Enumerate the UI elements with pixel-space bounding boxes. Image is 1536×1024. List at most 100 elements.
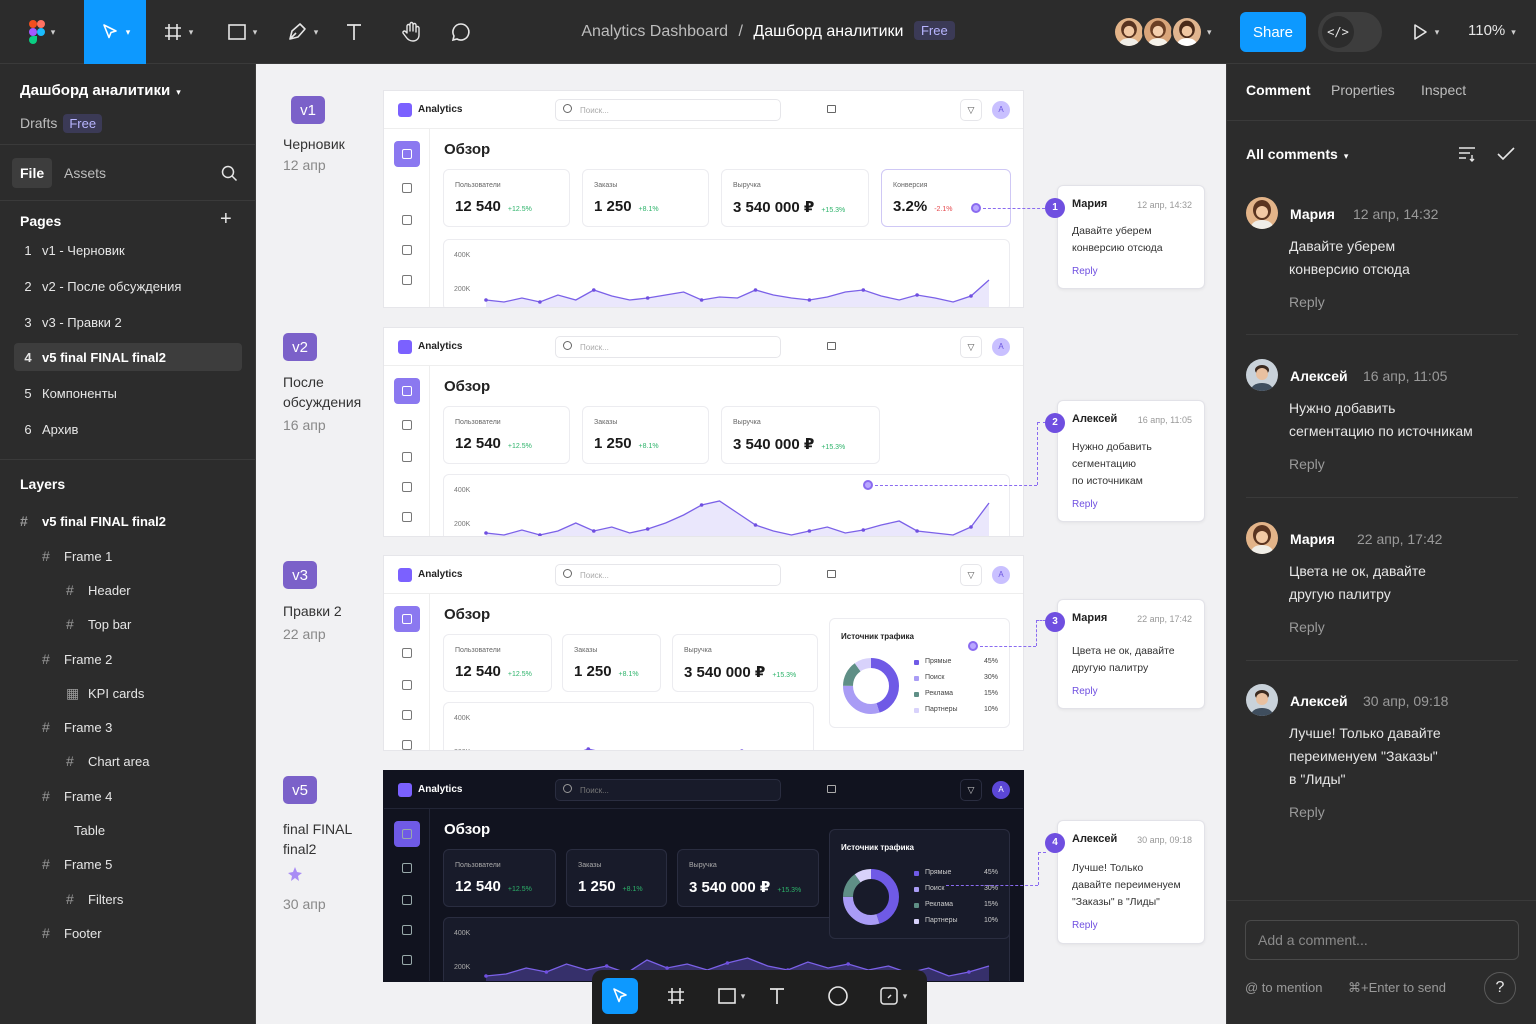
comment-tool-button[interactable]	[441, 0, 481, 64]
mock-nav-home-icon[interactable]	[394, 141, 420, 167]
layer-item[interactable]: # Filters	[66, 891, 124, 907]
mock-nav-icon[interactable]	[398, 478, 416, 496]
mock-search-input[interactable]: Поиск...	[555, 564, 781, 586]
layer-item[interactable]: ▦ KPI cards	[66, 684, 145, 701]
page-item[interactable]: 3 v3 - Правки 2	[24, 314, 122, 330]
frame-tool-button[interactable]: ▾	[150, 0, 206, 64]
layer-item[interactable]: # Frame 4	[42, 788, 113, 804]
tab-comment[interactable]: Comment	[1246, 82, 1311, 98]
mock-nav-home-icon[interactable]	[394, 606, 420, 632]
text-tool-button[interactable]	[759, 978, 795, 1014]
plan-badge[interactable]: Free	[913, 21, 955, 40]
share-button[interactable]: Share	[1240, 12, 1306, 52]
plan-badge[interactable]: Free	[63, 114, 103, 133]
check-icon[interactable]	[1497, 146, 1515, 162]
comment-pin[interactable]: 1 Мария 12 апр, 14:32 Давайте уберем конв…	[1045, 185, 1205, 289]
frame-tool-button[interactable]	[658, 978, 694, 1014]
dev-mode-toggle[interactable]: </>	[1318, 12, 1382, 52]
mock-filter-icon[interactable]: ▽	[960, 99, 982, 121]
multiplayer-avatars[interactable]: ▾	[1113, 16, 1212, 48]
layer-item[interactable]: # Chart area	[66, 753, 150, 769]
layer-item[interactable]: # v5 final FINAL final2	[20, 513, 167, 529]
mock-user-avatar[interactable]: A	[992, 338, 1010, 356]
present-button[interactable]: ▾	[1400, 0, 1450, 64]
kpi-card[interactable]: Заказы 1 250 +8.1%	[582, 169, 709, 227]
mock-nav-icon[interactable]	[398, 951, 416, 969]
kpi-card[interactable]: Выручка 3 540 000 ₽ +15.3%	[721, 169, 869, 227]
more-tools-button[interactable]: ▾	[870, 978, 916, 1014]
kpi-card[interactable]: Выручка 3 540 000 ₽ +15.3%	[721, 406, 880, 464]
mock-nav-icon[interactable]	[398, 241, 416, 259]
tab-file[interactable]: File	[12, 158, 53, 188]
search-icon[interactable]	[221, 165, 238, 182]
page-item[interactable]: 2 v2 - После обсуждения	[24, 278, 182, 294]
shape-tool-button[interactable]: ▾	[214, 0, 270, 64]
reply-link[interactable]: Reply	[1072, 686, 1098, 697]
kpi-card[interactable]: Пользователи 12 540 +12.5%	[443, 849, 556, 907]
mock-nav-icon[interactable]	[398, 508, 416, 526]
reply-link[interactable]: Reply	[1289, 294, 1325, 310]
mock-search-input[interactable]: Поиск...	[555, 779, 781, 801]
mock-nav-icon[interactable]	[398, 706, 416, 724]
mock-nav-icon[interactable]	[398, 891, 416, 909]
layer-item[interactable]: # Frame 2	[42, 651, 113, 667]
main-menu-button[interactable]: ▾	[14, 0, 70, 64]
comment-anchor-dot[interactable]	[971, 203, 981, 213]
mock-nav-icon[interactable]	[398, 179, 416, 197]
mock-nav-home-icon[interactable]	[394, 821, 420, 847]
layer-item[interactable]: Table	[74, 822, 106, 838]
move-tool-button[interactable]	[602, 978, 638, 1014]
reply-link[interactable]: Reply	[1289, 456, 1325, 472]
canvas[interactable]: v1 Черновик 12 апр v2 После обсуждения 1…	[256, 64, 1226, 1024]
reply-link[interactable]: Reply	[1072, 920, 1098, 931]
zoom-control[interactable]: 110% ▾	[1468, 22, 1516, 39]
reply-link[interactable]: Reply	[1289, 619, 1325, 635]
mock-nav-icon[interactable]	[398, 271, 416, 289]
mock-nav-icon[interactable]	[398, 211, 416, 229]
mock-nav-icon[interactable]	[398, 921, 416, 939]
mock-nav-home-icon[interactable]	[394, 378, 420, 404]
kpi-card[interactable]: Пользователи 12 540 +12.5%	[443, 169, 570, 227]
comment-anchor-dot[interactable]	[968, 641, 978, 651]
mock-search-input[interactable]: Поиск...	[555, 336, 781, 358]
kpi-card[interactable]: Выручка 3 540 000 ₽ +15.3%	[672, 634, 818, 692]
pen-tool-button[interactable]: ▾	[274, 0, 330, 64]
mock-search-input[interactable]: Поиск...	[555, 99, 781, 121]
mock-nav-icon[interactable]	[398, 644, 416, 662]
sort-icon[interactable]	[1458, 146, 1476, 162]
move-tool-button[interactable]: ▾	[84, 0, 146, 64]
page-item[interactable]: 6 Архив	[24, 421, 79, 437]
dashboard-frame-v1[interactable]: Analytics Поиск... ▽ A Обзор Пользователи 12 5…	[383, 90, 1024, 308]
mock-nav-icon[interactable]	[398, 859, 416, 877]
project-name[interactable]: Analytics Dashboard	[581, 23, 729, 40]
dashboard-frame-v3[interactable]: Analytics Поиск... ▽ A Обзор Пользователи 12 5…	[383, 555, 1024, 751]
layer-item[interactable]: # Footer	[42, 925, 102, 941]
page-item[interactable]: 5 Компоненты	[24, 385, 117, 401]
dashboard-frame-v2[interactable]: Analytics Поиск... ▽ A Обзор Пользователи 12 5…	[383, 327, 1024, 537]
mock-user-avatar[interactable]: A	[992, 781, 1010, 799]
file-name-menu[interactable]: Дашборд аналитики ▾	[20, 82, 181, 99]
location-link[interactable]: Drafts	[20, 115, 58, 131]
text-tool-button[interactable]	[334, 0, 374, 64]
mock-filter-icon[interactable]: ▽	[960, 336, 982, 358]
mock-filter-icon[interactable]: ▽	[960, 779, 982, 801]
comments-filter-dropdown[interactable]: All comments ▾	[1246, 146, 1349, 162]
kpi-card[interactable]: Заказы 1 250 +8.1%	[566, 849, 667, 907]
kpi-card[interactable]: Пользователи 12 540 +12.5%	[443, 634, 552, 692]
help-button[interactable]: ?	[1484, 972, 1516, 1004]
mock-user-avatar[interactable]: A	[992, 101, 1010, 119]
reply-link[interactable]: Reply	[1072, 266, 1098, 277]
ellipse-tool-button[interactable]	[820, 978, 856, 1014]
comment-pin[interactable]: 4 Алексей 30 апр, 09:18 Лучше! Только дав…	[1045, 820, 1205, 944]
mock-filter-icon[interactable]: ▽	[960, 564, 982, 586]
comment-pin[interactable]: 3 Мария 22 апр, 17:42 Цвета не ок, давай…	[1045, 599, 1205, 709]
shape-tool-button[interactable]: ▾	[708, 978, 754, 1014]
kpi-card[interactable]: Заказы 1 250 +8.1%	[562, 634, 661, 692]
tab-assets[interactable]: Assets	[64, 165, 107, 181]
document-name[interactable]: Дашборд аналитики	[753, 23, 904, 40]
layer-item[interactable]: # Header	[66, 582, 131, 598]
layer-item[interactable]: # Frame 1	[42, 548, 113, 564]
mock-nav-icon[interactable]	[398, 448, 416, 466]
mock-user-avatar[interactable]: A	[992, 566, 1010, 584]
kpi-card[interactable]: Заказы 1 250 +8.1%	[582, 406, 709, 464]
